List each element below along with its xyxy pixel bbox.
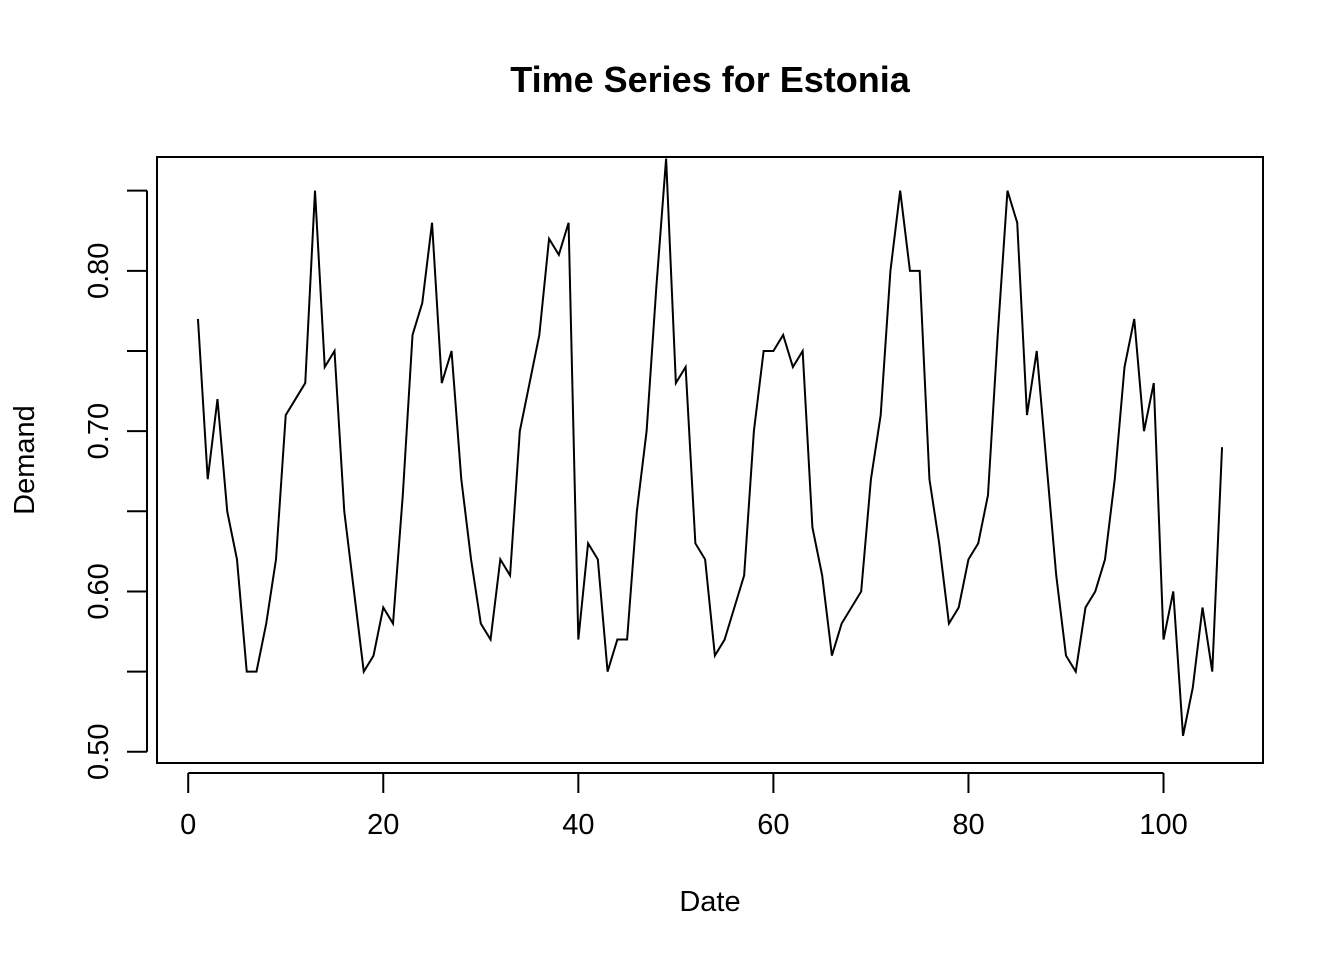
plot-frame xyxy=(156,156,1264,764)
y-tick-label: 0.70 xyxy=(83,403,115,459)
y-tick-label: 0.60 xyxy=(83,563,115,619)
x-axis: 0 20 40 60 80 100 xyxy=(180,772,1188,841)
x-tick-label: 40 xyxy=(562,809,594,841)
y-axis: 0.50 0.60 0.70 0.80 xyxy=(83,189,148,780)
chart-title: Time Series for Estonia xyxy=(510,59,910,100)
x-tick-label: 60 xyxy=(757,809,789,841)
series-line xyxy=(196,158,1224,736)
y-tick-label: 0.50 xyxy=(83,724,115,780)
y-axis-label: Demand xyxy=(9,405,41,515)
y-tick-label: 0.80 xyxy=(83,243,115,299)
x-tick-label: 80 xyxy=(952,809,984,841)
x-tick-label: 0 xyxy=(180,809,196,841)
x-tick-label: 100 xyxy=(1139,809,1187,841)
x-axis-label: Date xyxy=(679,886,740,918)
x-tick-label: 20 xyxy=(367,809,399,841)
